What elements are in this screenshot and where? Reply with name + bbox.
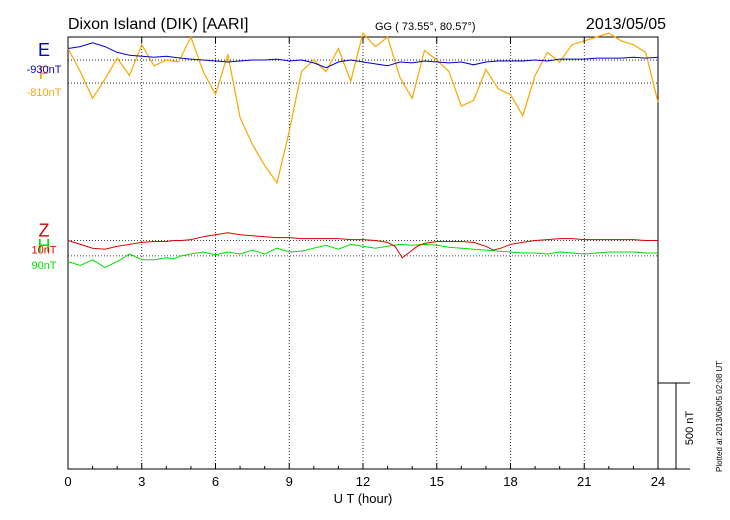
x-tick-label-12: 12 <box>356 474 370 489</box>
x-tick-label-18: 18 <box>503 474 517 489</box>
channel-name-E: E <box>38 40 50 60</box>
series-line-H <box>67 243 658 268</box>
channel-name-Z: Z <box>39 221 50 241</box>
grid-layer <box>68 37 658 469</box>
x-tick-label-15: 15 <box>430 474 444 489</box>
channel-labels: F -810nT H 90nT E -930nT Z 10nT <box>27 40 62 272</box>
series-layer <box>67 31 659 268</box>
date-label: 2013/05/05 <box>586 16 666 33</box>
scale-bar-label: 500 nT <box>684 411 696 446</box>
x-tick-label-0: 0 <box>64 474 71 489</box>
station-title: Dixon Island (DIK) [AARI] <box>68 16 249 33</box>
x-tick-label-3: 3 <box>138 474 145 489</box>
x-axis: 0 3 6 9 12 15 18 21 24 <box>64 37 665 489</box>
series-line-Z <box>67 232 658 259</box>
series-line-E <box>67 42 659 69</box>
channel-baseline-H: 90nT <box>31 260 56 272</box>
channel-baseline-Z: 10nT <box>31 245 56 257</box>
scale-bar: 500 nT <box>658 382 696 470</box>
x-tick-label-6: 6 <box>212 474 219 489</box>
series-line-F <box>67 31 659 185</box>
channel-name-H: H <box>38 236 51 256</box>
x-tick-label-21: 21 <box>577 474 591 489</box>
x-axis-title: U T (hour) <box>334 491 393 506</box>
x-tick-label-9: 9 <box>286 474 293 489</box>
plotted-at-note: Plotted at 2013/06/05 02:08 UT <box>715 361 724 472</box>
x-tick-label-24: 24 <box>651 474 665 489</box>
channel-baseline-E: -930nT <box>27 64 62 76</box>
channel-baseline-F: -810nT <box>27 87 62 99</box>
channel-name-F: F <box>39 63 50 83</box>
coordinates-label: GG ( 73.55°, 80.57°) <box>375 21 476 33</box>
